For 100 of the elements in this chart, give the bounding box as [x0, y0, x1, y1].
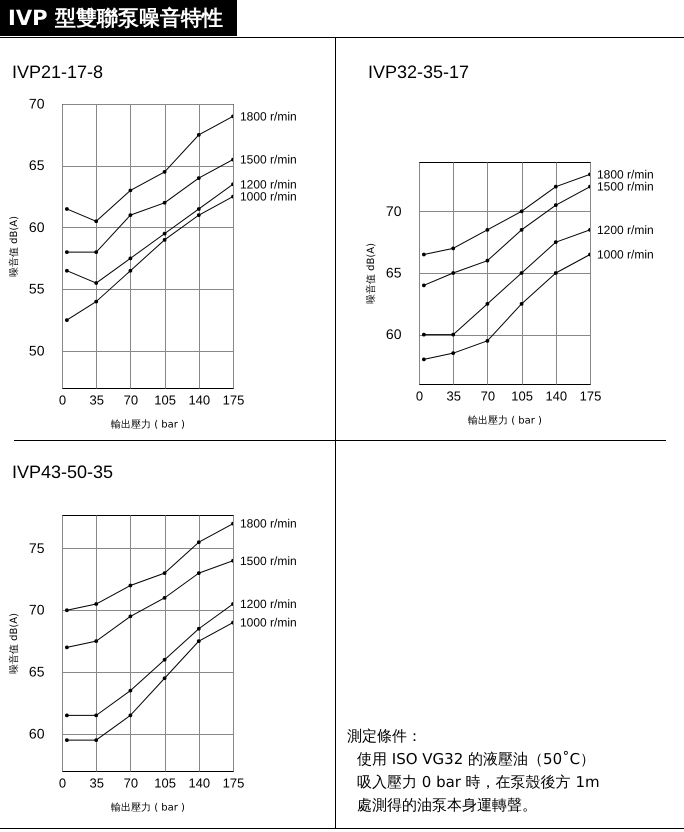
- series-label: 1800 r/min: [240, 109, 297, 124]
- point: [196, 626, 201, 631]
- y-tick-label: 60: [386, 326, 402, 342]
- y-tick-label: 60: [28, 725, 45, 742]
- x-tick-label: 35: [89, 392, 104, 408]
- x-axis-title: 輸出壓力 ( bar ): [468, 414, 542, 426]
- point: [196, 207, 201, 211]
- y-tick-label: 50: [28, 342, 45, 358]
- point: [128, 614, 132, 618]
- y-tick-label: 65: [28, 664, 45, 680]
- point: [554, 271, 558, 275]
- point: [554, 203, 558, 208]
- point: [196, 571, 201, 575]
- point: [128, 188, 132, 192]
- series-label: 1800 r/min: [240, 516, 297, 531]
- series-label: 1800 r/min: [597, 167, 654, 182]
- point: [422, 252, 426, 256]
- series-label: 1200 r/min: [240, 177, 297, 192]
- point: [451, 332, 456, 337]
- point: [162, 200, 166, 205]
- x-tick-label: 35: [446, 388, 461, 404]
- text: 處測得的油泵本身運轉聲。: [356, 795, 538, 816]
- chart-title: IVP43-50-35: [12, 462, 114, 483]
- y-tick-label: 60: [28, 218, 45, 235]
- point: [94, 602, 98, 606]
- x-tick-label: 175: [580, 388, 602, 404]
- y-tick-label: 65: [28, 157, 45, 174]
- y-tick-label: 70: [28, 96, 45, 112]
- point: [196, 213, 201, 217]
- x-tick-label: 0: [58, 392, 66, 408]
- x-tick-label: 70: [124, 392, 138, 408]
- point: [65, 268, 69, 273]
- y-tick-label: 70: [28, 602, 45, 618]
- point: [196, 176, 201, 180]
- x-axis-title: 輸出壓力 ( bar ): [111, 802, 186, 814]
- x-tick-label: 35: [89, 776, 104, 790]
- y-axis-title: 噪音值 dB(A): [8, 216, 20, 278]
- x-tick-label: 105: [511, 388, 533, 404]
- point: [422, 357, 426, 362]
- series-label: 1000 r/min: [240, 616, 297, 630]
- text: 使用 ISO VG32 的液壓油（50˚C）: [356, 749, 596, 770]
- point: [128, 688, 132, 692]
- point: [162, 676, 166, 680]
- point: [65, 713, 69, 718]
- point: [451, 246, 456, 250]
- point: [94, 738, 98, 742]
- series-label: 1200 r/min: [240, 597, 297, 612]
- point: [94, 219, 98, 224]
- point: [94, 713, 98, 718]
- point: [162, 232, 166, 236]
- y-axis-title: 噪音值 dB(A): [364, 242, 377, 304]
- chart-title: IVP 型雙聯泵噪音特性: [0, 0, 237, 36]
- point: [520, 271, 524, 275]
- point: [162, 658, 166, 662]
- point: [94, 300, 98, 304]
- series-label: 1500 r/min: [597, 180, 654, 194]
- point: [520, 209, 524, 214]
- point: [128, 213, 132, 217]
- chart-title: IVP32-35-17: [368, 62, 470, 83]
- point: [128, 268, 132, 273]
- point: [554, 240, 558, 244]
- point: [65, 738, 69, 742]
- y-tick-label: 70: [386, 202, 402, 219]
- point: [94, 281, 98, 285]
- point: [162, 596, 166, 600]
- series-label: 1000 r/min: [597, 248, 654, 262]
- point: [486, 338, 490, 343]
- x-tick-label: 0: [58, 776, 66, 790]
- x-axis-title: 輸出壓力 ( bar ): [111, 418, 186, 430]
- series-label: 1200 r/min: [597, 222, 654, 237]
- point: [486, 302, 490, 306]
- point: [196, 133, 201, 137]
- x-tick-label: 175: [222, 776, 244, 790]
- x-tick-label: 0: [416, 388, 424, 404]
- point: [196, 540, 201, 544]
- point: [520, 302, 524, 306]
- point: [422, 283, 426, 288]
- x-tick-label: 105: [154, 776, 176, 790]
- series-label: 1500 r/min: [240, 152, 297, 167]
- point: [162, 170, 166, 174]
- x-tick-label: 70: [480, 388, 496, 404]
- point: [486, 228, 490, 232]
- point: [65, 645, 69, 650]
- point: [94, 639, 98, 644]
- point: [422, 332, 426, 337]
- point: [65, 250, 69, 254]
- point: [451, 271, 456, 275]
- y-tick-label: 55: [28, 280, 45, 297]
- text: 測定條件：: [347, 726, 423, 747]
- y-tick-label: 75: [28, 540, 45, 556]
- y-tick-label: 65: [386, 264, 402, 280]
- y-axis-title: 噪音值 dB(A): [8, 612, 20, 674]
- point: [65, 207, 69, 211]
- point: [554, 184, 558, 189]
- point: [65, 608, 69, 612]
- point: [162, 238, 166, 242]
- x-tick-label: 175: [222, 392, 244, 408]
- point: [94, 250, 98, 254]
- x-tick-label: 105: [154, 392, 176, 408]
- x-tick-label: 140: [188, 392, 210, 408]
